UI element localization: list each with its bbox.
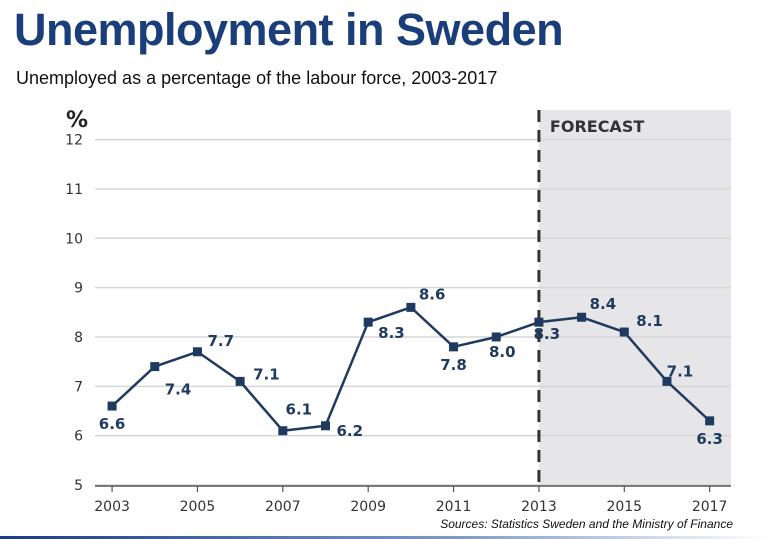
data-label-2011: 7.8 — [440, 356, 467, 374]
x-tick-label-2003: 2003 — [94, 499, 130, 515]
data-point-2006 — [235, 376, 245, 386]
y-tick-label-11: 11 — [65, 182, 83, 198]
y-tick-label-8: 8 — [74, 330, 83, 346]
source-note: Sources: Statistics Sweden and the Minis… — [440, 517, 733, 531]
data-label-2010: 8.6 — [419, 285, 446, 303]
data-point-2017 — [705, 416, 715, 426]
forecast-label: FORECAST — [550, 117, 644, 136]
data-label-2005: 7.7 — [207, 332, 234, 350]
x-tick-label-2011: 2011 — [436, 499, 472, 515]
x-tick-label-2005: 2005 — [180, 499, 216, 515]
data-label-2003: 6.6 — [99, 415, 126, 433]
y-tick-label-12: 12 — [65, 133, 83, 149]
x-tick-label-2017: 2017 — [692, 499, 728, 515]
data-point-2003 — [107, 401, 117, 411]
y-tick-label-5: 5 — [74, 478, 83, 494]
data-point-2012 — [491, 332, 501, 342]
data-point-2015 — [619, 327, 629, 337]
data-label-2008: 6.2 — [336, 422, 363, 440]
data-point-2008 — [320, 421, 330, 431]
chart-subtitle: Unemployed as a percentage of the labour… — [16, 68, 498, 88]
data-point-2010 — [406, 302, 416, 312]
x-tick-label-2013: 2013 — [521, 499, 557, 515]
forecast-band — [538, 110, 731, 485]
chart-title: Unemployment in Sweden — [14, 4, 564, 55]
data-label-2017: 6.3 — [696, 430, 723, 448]
bottom-rule — [0, 536, 769, 539]
y-tick-label-7: 7 — [74, 379, 83, 395]
data-point-2016 — [662, 376, 672, 386]
data-point-2014 — [577, 312, 587, 322]
data-point-2011 — [449, 342, 459, 352]
data-point-2007 — [278, 426, 288, 436]
x-tick-label-2009: 2009 — [350, 499, 386, 515]
y-axis-label: % — [66, 108, 88, 133]
data-label-2015: 8.1 — [636, 312, 663, 330]
data-label-2013: 8.3 — [534, 325, 561, 343]
x-tick-label-2015: 2015 — [606, 499, 642, 515]
data-label-2016: 7.1 — [667, 362, 694, 380]
y-tick-label-10: 10 — [65, 231, 83, 247]
data-point-2013 — [534, 317, 544, 327]
data-label-2004: 7.4 — [165, 381, 192, 399]
data-point-2004 — [150, 362, 160, 372]
data-label-2007: 6.1 — [286, 401, 313, 419]
data-label-2006: 7.1 — [253, 365, 280, 383]
data-label-2009: 8.3 — [378, 324, 405, 342]
data-point-2009 — [363, 317, 373, 327]
data-point-2005 — [192, 347, 202, 357]
y-tick-label-9: 9 — [74, 281, 83, 297]
data-label-2012: 8.0 — [489, 343, 516, 361]
data-label-2014: 8.4 — [590, 295, 617, 313]
y-tick-label-6: 6 — [74, 429, 83, 445]
x-tick-label-2007: 2007 — [265, 499, 301, 515]
